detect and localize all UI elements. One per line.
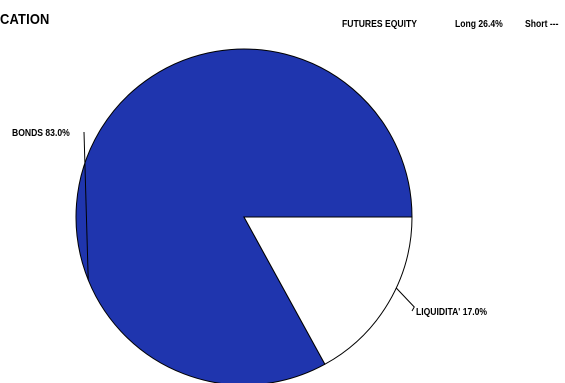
chart-title: CATION [0,11,50,28]
slice-label-bonds: BONDS 83.0% [12,127,70,138]
futures-equity-label: FUTURES EQUITY [342,19,418,30]
leader-line-bonds [83,131,89,280]
long-exposure-label: Long 26.4% [455,19,503,30]
pie-slice-liquidita [243,216,413,365]
leader-line-liquidita [395,287,415,312]
slice-label-liquidita: LIQUIDITA' 17.0% [416,306,488,317]
pie-slice-bonds [75,48,413,383]
short-exposure-label: Short --- [525,19,559,30]
